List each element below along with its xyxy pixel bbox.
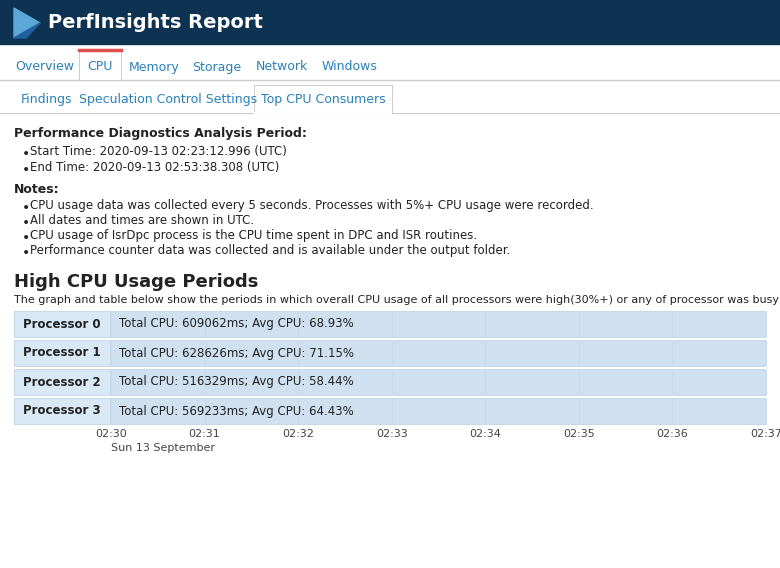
Text: Total CPU: 516329ms; Avg CPU: 58.44%: Total CPU: 516329ms; Avg CPU: 58.44% [119, 375, 354, 389]
Text: •: • [22, 231, 30, 245]
Text: •: • [22, 216, 30, 230]
FancyBboxPatch shape [111, 311, 766, 337]
Text: Total CPU: 609062ms; Avg CPU: 68.93%: Total CPU: 609062ms; Avg CPU: 68.93% [119, 318, 354, 331]
FancyBboxPatch shape [14, 340, 110, 366]
Text: Performance counter data was collected and is available under the output folder.: Performance counter data was collected a… [30, 244, 510, 257]
Text: CPU usage of IsrDpc process is the CPU time spent in DPC and ISR routines.: CPU usage of IsrDpc process is the CPU t… [30, 229, 477, 242]
Text: The graph and table below show the periods in which overall CPU usage of all pro: The graph and table below show the perio… [14, 295, 780, 305]
FancyBboxPatch shape [79, 50, 121, 80]
FancyBboxPatch shape [14, 369, 110, 395]
Text: End Time: 2020-09-13 02:53:38.308 (UTC): End Time: 2020-09-13 02:53:38.308 (UTC) [30, 161, 279, 174]
Text: •: • [22, 147, 30, 161]
Text: Processor 3: Processor 3 [23, 404, 101, 417]
Text: 02:30: 02:30 [95, 429, 127, 439]
FancyBboxPatch shape [254, 85, 392, 113]
Text: 02:36: 02:36 [657, 429, 688, 439]
Text: CPU usage data was collected every 5 seconds. Processes with 5%+ CPU usage were : CPU usage data was collected every 5 sec… [30, 199, 594, 212]
Text: •: • [22, 246, 30, 260]
FancyBboxPatch shape [111, 369, 766, 395]
Text: Network: Network [255, 61, 307, 73]
Text: High CPU Usage Periods: High CPU Usage Periods [14, 273, 258, 291]
Text: 02:32: 02:32 [282, 429, 314, 439]
Text: Start Time: 2020-09-13 02:23:12.996 (UTC): Start Time: 2020-09-13 02:23:12.996 (UTC… [30, 145, 287, 158]
Text: 02:31: 02:31 [189, 429, 221, 439]
Text: Notes:: Notes: [14, 183, 59, 196]
FancyBboxPatch shape [111, 340, 766, 366]
Text: 02:35: 02:35 [563, 429, 594, 439]
Text: Total CPU: 569233ms; Avg CPU: 64.43%: Total CPU: 569233ms; Avg CPU: 64.43% [119, 404, 354, 417]
Text: Processor 2: Processor 2 [23, 375, 101, 389]
Text: Memory: Memory [129, 61, 179, 73]
Text: Speculation Control Settings: Speculation Control Settings [79, 93, 257, 106]
Text: Findings: Findings [21, 93, 73, 106]
FancyBboxPatch shape [111, 398, 766, 424]
Text: 02:37: 02:37 [750, 429, 780, 439]
Text: 02:33: 02:33 [376, 429, 408, 439]
Text: •: • [22, 201, 30, 215]
Text: •: • [22, 163, 30, 177]
Text: Storage: Storage [193, 61, 242, 73]
Text: Processor 0: Processor 0 [23, 318, 101, 331]
Text: Overview: Overview [15, 61, 74, 73]
Text: Performance Diagnostics Analysis Period:: Performance Diagnostics Analysis Period: [14, 127, 307, 140]
Text: Windows: Windows [322, 61, 378, 73]
Text: Total CPU: 628626ms; Avg CPU: 71.15%: Total CPU: 628626ms; Avg CPU: 71.15% [119, 346, 354, 360]
FancyBboxPatch shape [14, 311, 110, 337]
FancyBboxPatch shape [0, 0, 780, 45]
Text: CPU: CPU [87, 61, 112, 73]
Text: 02:34: 02:34 [470, 429, 502, 439]
Polygon shape [14, 23, 40, 38]
Text: All dates and times are shown in UTC.: All dates and times are shown in UTC. [30, 214, 254, 227]
Text: PerfInsights Report: PerfInsights Report [48, 13, 263, 32]
Text: Top CPU Consumers: Top CPU Consumers [261, 93, 385, 106]
Polygon shape [14, 8, 40, 38]
FancyBboxPatch shape [14, 398, 110, 424]
Text: Processor 1: Processor 1 [23, 346, 101, 360]
Text: Sun 13 September: Sun 13 September [111, 443, 215, 453]
